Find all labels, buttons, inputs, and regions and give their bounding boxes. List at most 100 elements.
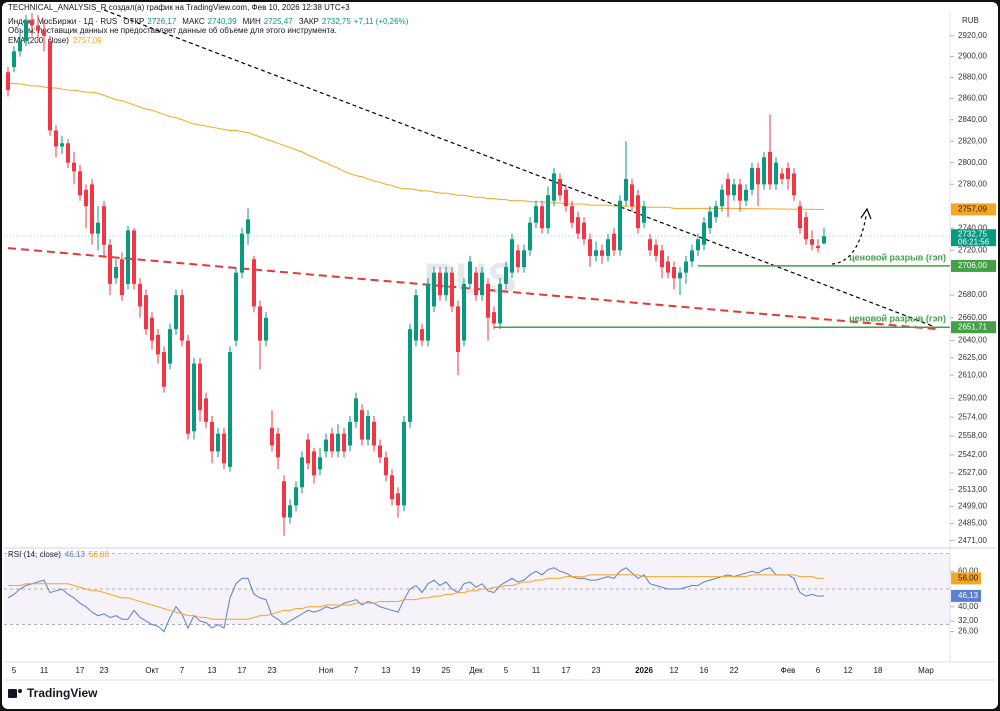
candle-body (792, 173, 796, 196)
x-tick-label: 23 (100, 666, 109, 675)
candle-body (96, 222, 100, 234)
gap-label: ценовой разрыв (гэп) (849, 314, 946, 324)
ohlc-label: ЗАКР (299, 17, 319, 26)
candle-body (474, 272, 478, 296)
candle-body (288, 505, 292, 518)
ema-line (7, 82, 825, 210)
x-tick-label: 18 (874, 666, 883, 675)
candle-body (138, 283, 142, 307)
rsi-tick-label: 40,00 (958, 602, 979, 611)
candle-body (30, 20, 34, 26)
x-tick-label: Ноя (319, 666, 334, 675)
y-tick-label: 2610,00 (958, 370, 987, 379)
candle-body (780, 173, 784, 179)
ohlc-label: МИН (243, 17, 261, 26)
rsi-tick-label: 60,00 (958, 566, 979, 575)
rsi-legend: RSI (14, close) 46,1356,00 (8, 550, 110, 559)
candle-body (618, 200, 622, 251)
y-tick-label: 2880,00 (958, 73, 987, 82)
ohlc-value: +7,11 (+0,26%) (354, 17, 409, 26)
ema-legend: EMA (200, close) 2757,09 (8, 36, 102, 45)
candle-body (492, 312, 496, 324)
candle-body (588, 239, 592, 256)
ohlc-value: 2740,39 (208, 17, 237, 26)
symbol-line: Индекс МосБиржи · 1Д · RUSОТКР2726,17МАК… (8, 17, 409, 26)
candle-body (204, 398, 208, 422)
candle-body (714, 206, 718, 218)
candle-body (324, 439, 328, 452)
candle-body (798, 206, 802, 229)
candle-body (768, 151, 772, 185)
volume-note: Объем: поставщик данных не предоставляет… (8, 26, 337, 35)
y-tick-label: 2513,00 (958, 485, 987, 494)
candle-body (708, 211, 712, 229)
x-tick-label: 22 (730, 666, 739, 675)
y-tick-label: 2640,00 (958, 336, 987, 345)
y-tick-label: 2920,00 (958, 31, 987, 40)
candle-body (534, 206, 538, 223)
candle-body (462, 283, 466, 341)
gap-label: ценовой разрыв (гэп) (849, 252, 946, 262)
author-line: TECHNICAL_ANALYSIS_R создал(а) график на… (8, 3, 350, 12)
candle-body (36, 25, 40, 31)
candle-body (480, 272, 484, 296)
candle-body (702, 222, 706, 245)
candle-body (78, 171, 82, 196)
candle-body (570, 206, 574, 223)
x-tick-label: 5 (12, 666, 17, 675)
candle-body (6, 72, 10, 91)
logo-dot (18, 689, 22, 693)
rsi-tick-label: 26,00 (958, 627, 979, 636)
x-tick-label: 6 (816, 666, 821, 675)
rsi-badge (951, 572, 981, 585)
y-tick-label: 2499,00 (958, 502, 987, 511)
candle-body (402, 421, 406, 506)
candle-body (522, 250, 526, 268)
y-tick-label: 2625,00 (958, 353, 987, 362)
gap-badge-label: 2651,71 (958, 322, 987, 331)
candle-body (132, 230, 136, 284)
y-tick-label: 2660,00 (958, 313, 987, 322)
candle-body (744, 189, 748, 201)
candle-body (486, 283, 490, 318)
candle-body (120, 259, 124, 296)
candle-body (276, 433, 280, 458)
symbol: Индекс МосБиржи · 1Д · RUS (8, 17, 117, 26)
candle-body (168, 329, 172, 364)
candle-body (432, 272, 436, 307)
x-tick-label: 7 (354, 666, 359, 675)
candle-body (156, 334, 160, 355)
candle-body (240, 233, 244, 273)
candle-body (222, 433, 226, 464)
candle-body (576, 217, 580, 234)
candle-body (546, 195, 550, 229)
candle-body (174, 295, 178, 330)
candle-body (720, 189, 724, 207)
candle-body (468, 261, 472, 284)
currency: RUB (962, 16, 979, 25)
x-tick-label: 12 (670, 666, 679, 675)
candle-body (672, 267, 676, 279)
candle-body (750, 168, 754, 190)
candle-body (822, 236, 826, 244)
candle-body (594, 250, 598, 256)
logo-mark (8, 689, 17, 698)
candle-body (762, 157, 766, 185)
candle-body (270, 427, 274, 446)
candle-body (420, 329, 424, 341)
candle-body (198, 363, 202, 411)
candle-body (786, 168, 790, 179)
candle-body (732, 184, 736, 196)
x-tick-label: 13 (382, 666, 391, 675)
candle-body (336, 433, 340, 452)
gap-badge-label: 2706,00 (958, 261, 987, 270)
countdown-label: 06:21:56 (958, 237, 990, 246)
projection-arrowhead (860, 207, 872, 220)
candle-body (384, 457, 388, 476)
x-tick-label: 17 (562, 666, 571, 675)
candle-body (690, 250, 694, 262)
candle-body (816, 245, 820, 249)
candle-body (624, 178, 628, 201)
y-tick-label: 2574,00 (958, 412, 987, 421)
candle-body (48, 40, 52, 131)
